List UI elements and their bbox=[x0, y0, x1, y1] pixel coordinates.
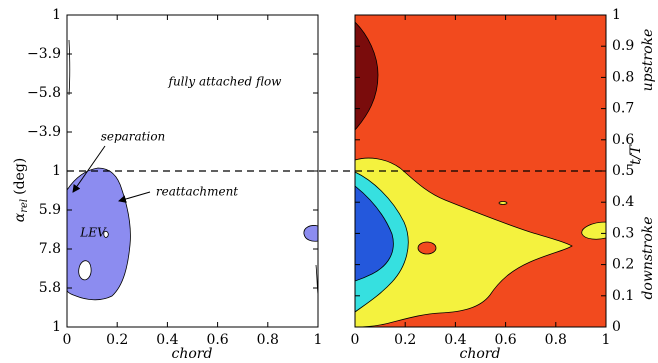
x-axis-title: chord bbox=[172, 346, 213, 362]
x-tick-label: 0.4 bbox=[444, 332, 466, 348]
hole bbox=[103, 230, 109, 238]
x-tick-label: 0 bbox=[351, 332, 360, 348]
phase-label: downstroke bbox=[640, 216, 656, 299]
hole bbox=[78, 260, 92, 281]
y-tick-label: 7.8 bbox=[39, 241, 61, 257]
annotation: separation bbox=[101, 130, 166, 144]
y-axis-title: t/T bbox=[628, 144, 644, 165]
y-tick-label: −3.9 bbox=[27, 124, 61, 140]
annotation: fully attached flow bbox=[168, 75, 283, 89]
blue-region bbox=[355, 185, 394, 282]
y-tick-label: 0.8 bbox=[612, 69, 634, 85]
y-tick-label: 5.9 bbox=[39, 202, 61, 218]
x-tick-label: 0.6 bbox=[494, 332, 516, 348]
y-axis-title: αrel (deg) bbox=[12, 158, 30, 223]
y-tick-label: 0.9 bbox=[612, 38, 634, 54]
arrow bbox=[118, 191, 151, 203]
y-tick-label: 1 bbox=[52, 319, 61, 335]
x-tick-label: 1 bbox=[602, 332, 611, 348]
yellow-island bbox=[581, 221, 606, 240]
x-tick-label: 0.8 bbox=[545, 332, 567, 348]
y-tick-label: 0.1 bbox=[612, 288, 634, 304]
x-tick-label: 0.2 bbox=[106, 332, 128, 348]
arrow bbox=[72, 145, 106, 193]
orange-island bbox=[417, 241, 437, 255]
x-tick-label: 1 bbox=[314, 332, 323, 348]
y-tick-label: 0.6 bbox=[612, 132, 634, 148]
x-tick-label: 0.6 bbox=[206, 332, 228, 348]
y-axis-subscript: rel bbox=[19, 199, 30, 213]
y-axis-unit: (deg) bbox=[12, 158, 28, 195]
dark-region bbox=[355, 21, 379, 131]
y-tick-label: 1 bbox=[52, 163, 61, 179]
annotation: LEV bbox=[79, 226, 107, 240]
y-tick-label: −5.8 bbox=[27, 85, 61, 101]
y-tick-label: 1 bbox=[52, 7, 61, 23]
le-trace bbox=[68, 39, 71, 96]
y-tick-label: 1 bbox=[612, 7, 621, 23]
y-tick-label: 0 bbox=[612, 319, 621, 335]
y-axis-symbol: α bbox=[12, 212, 28, 222]
y-tick-label: −3.9 bbox=[27, 46, 61, 62]
y-tick-label: 5.8 bbox=[39, 280, 61, 296]
x-tick-label: 0 bbox=[63, 332, 72, 348]
x-axis-title: chord bbox=[460, 346, 501, 362]
annotation: reattachment bbox=[156, 185, 238, 199]
y-tick-label: 0.5 bbox=[612, 163, 634, 179]
x-tick-label: 0.4 bbox=[156, 332, 178, 348]
y-tick-label: 0.3 bbox=[612, 225, 634, 241]
yellow-island bbox=[498, 201, 508, 205]
te-region bbox=[303, 225, 318, 242]
x-tick-label: 0.2 bbox=[394, 332, 416, 348]
phase-label: upstroke bbox=[640, 29, 656, 92]
y-tick-label: 0.4 bbox=[612, 194, 634, 210]
yellow-region bbox=[355, 157, 573, 327]
x-tick-label: 0.8 bbox=[257, 332, 279, 348]
y-tick-label: 0.7 bbox=[612, 101, 634, 117]
y-tick-label: 0.2 bbox=[612, 257, 634, 273]
